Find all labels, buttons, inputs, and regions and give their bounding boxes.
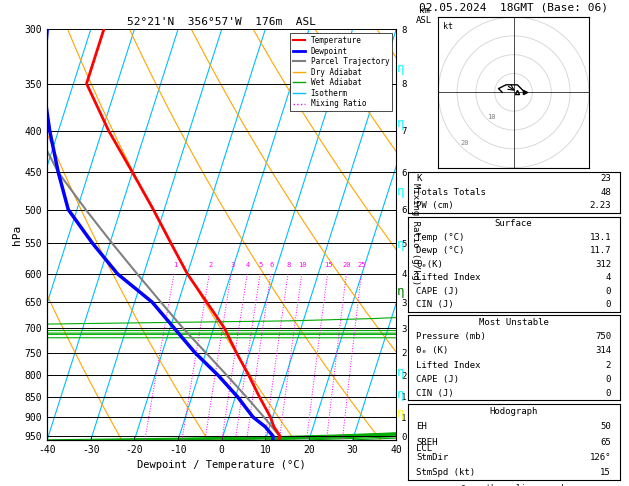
Text: 13.1: 13.1 bbox=[589, 233, 611, 242]
Text: Lifted Index: Lifted Index bbox=[416, 273, 481, 282]
Text: 5: 5 bbox=[259, 262, 263, 268]
Text: Most Unstable: Most Unstable bbox=[479, 318, 548, 327]
Text: η: η bbox=[397, 407, 404, 419]
Text: η: η bbox=[397, 388, 404, 401]
Text: 8: 8 bbox=[287, 262, 291, 268]
Text: 314: 314 bbox=[595, 347, 611, 355]
Text: 6: 6 bbox=[270, 262, 274, 268]
Text: CIN (J): CIN (J) bbox=[416, 389, 454, 398]
Text: θₑ(K): θₑ(K) bbox=[416, 260, 443, 269]
Text: Lifted Index: Lifted Index bbox=[416, 361, 481, 369]
Text: Pressure (mb): Pressure (mb) bbox=[416, 332, 486, 341]
Text: η: η bbox=[397, 238, 404, 251]
Text: η: η bbox=[397, 62, 404, 75]
Text: η: η bbox=[397, 285, 404, 298]
Text: 11.7: 11.7 bbox=[589, 246, 611, 255]
Text: PW (cm): PW (cm) bbox=[416, 202, 454, 210]
Y-axis label: hPa: hPa bbox=[12, 225, 22, 244]
Y-axis label: Mixing Ratio (g/kg): Mixing Ratio (g/kg) bbox=[411, 183, 420, 286]
Text: Dewp (°C): Dewp (°C) bbox=[416, 246, 464, 255]
Text: 0: 0 bbox=[606, 375, 611, 384]
Text: 20: 20 bbox=[461, 140, 469, 146]
Text: 126°: 126° bbox=[589, 452, 611, 462]
Text: 0: 0 bbox=[606, 389, 611, 398]
Text: 15: 15 bbox=[600, 468, 611, 477]
Text: 2: 2 bbox=[208, 262, 213, 268]
Text: 50: 50 bbox=[600, 422, 611, 432]
Text: 25: 25 bbox=[358, 262, 366, 268]
Text: 750: 750 bbox=[595, 332, 611, 341]
Text: CIN (J): CIN (J) bbox=[416, 300, 454, 309]
Text: kt: kt bbox=[443, 21, 453, 31]
Text: 3: 3 bbox=[230, 262, 235, 268]
Text: Hodograph: Hodograph bbox=[489, 407, 538, 417]
Text: 48: 48 bbox=[600, 188, 611, 197]
Text: η: η bbox=[397, 185, 404, 198]
Text: 4: 4 bbox=[606, 273, 611, 282]
Text: LCL: LCL bbox=[416, 444, 432, 453]
Text: 0: 0 bbox=[606, 287, 611, 295]
Text: θₑ (K): θₑ (K) bbox=[416, 347, 448, 355]
Text: 10: 10 bbox=[487, 114, 496, 120]
Legend: Temperature, Dewpoint, Parcel Trajectory, Dry Adiabat, Wet Adiabat, Isotherm, Mi: Temperature, Dewpoint, Parcel Trajectory… bbox=[290, 33, 392, 111]
Text: CAPE (J): CAPE (J) bbox=[416, 375, 459, 384]
Text: 02.05.2024  18GMT (Base: 06): 02.05.2024 18GMT (Base: 06) bbox=[419, 2, 608, 12]
Text: Temp (°C): Temp (°C) bbox=[416, 233, 464, 242]
Text: 23: 23 bbox=[600, 174, 611, 183]
Text: EH: EH bbox=[416, 422, 427, 432]
Text: StmDir: StmDir bbox=[416, 452, 448, 462]
Text: SREH: SREH bbox=[416, 437, 438, 447]
Text: 0: 0 bbox=[606, 300, 611, 309]
Text: 65: 65 bbox=[600, 437, 611, 447]
Title: 52°21'N  356°57'W  176m  ASL: 52°21'N 356°57'W 176m ASL bbox=[127, 17, 316, 27]
Text: 20: 20 bbox=[343, 262, 352, 268]
Text: 2: 2 bbox=[606, 361, 611, 369]
Text: 4: 4 bbox=[246, 262, 250, 268]
Text: 2.23: 2.23 bbox=[589, 202, 611, 210]
Text: η: η bbox=[397, 117, 404, 130]
Text: 10: 10 bbox=[298, 262, 307, 268]
Text: η: η bbox=[397, 365, 404, 379]
Text: 15: 15 bbox=[324, 262, 333, 268]
Text: StmSpd (kt): StmSpd (kt) bbox=[416, 468, 475, 477]
Text: km
ASL: km ASL bbox=[416, 6, 432, 25]
Text: Surface: Surface bbox=[495, 219, 532, 228]
Text: © weatheronline.co.uk: © weatheronline.co.uk bbox=[461, 484, 566, 486]
Text: CAPE (J): CAPE (J) bbox=[416, 287, 459, 295]
Text: 1: 1 bbox=[173, 262, 177, 268]
Text: K: K bbox=[416, 174, 421, 183]
Text: 312: 312 bbox=[595, 260, 611, 269]
Text: Totals Totals: Totals Totals bbox=[416, 188, 486, 197]
X-axis label: Dewpoint / Temperature (°C): Dewpoint / Temperature (°C) bbox=[137, 460, 306, 470]
